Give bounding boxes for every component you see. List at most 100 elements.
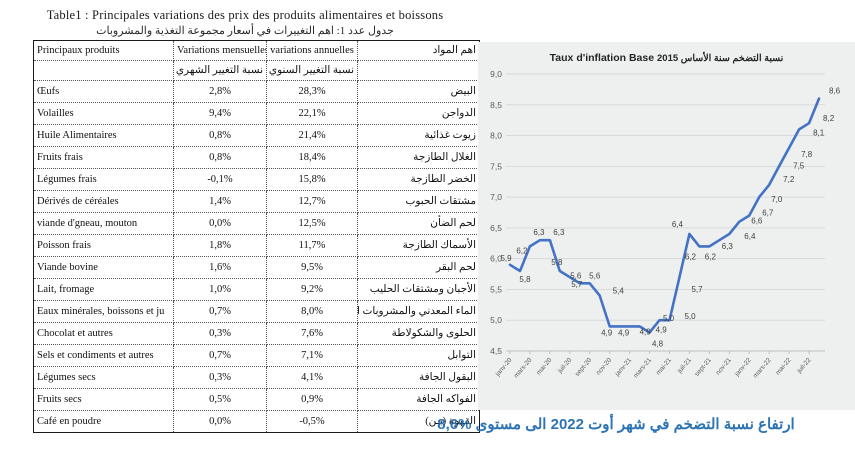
x-axis-tick-label: mars-20 — [513, 356, 534, 379]
monthly-variation-cell: -0,1% — [173, 168, 267, 191]
annual-variation-cell: -0,5% — [266, 410, 358, 433]
product-ar-cell: الغلال الطازجة — [357, 146, 480, 169]
inflation-series-line — [508, 97, 821, 334]
table-title-arabic: جدول عدد 1: اهم التغييرات في أسعار مجموع… — [96, 25, 394, 37]
chart-title-french: Taux d'inflation Base — [549, 52, 655, 64]
monthly-variation-cell: 0,0% — [173, 212, 267, 235]
data-point-label: 5,0 — [663, 314, 675, 323]
chart-title: Taux d'inflation Base نسبة التضخم سنة ال… — [478, 52, 855, 64]
monthly-variation-cell: 1,0% — [173, 278, 267, 301]
product-ar-cell: لحم الضأن — [357, 212, 480, 235]
y-axis-tick-label: 8,0 — [490, 131, 502, 141]
subheader-monthly-arabic: نسبة التغيير الشهري — [173, 60, 267, 81]
table-row: Fruits frais 0,8% 18,4% الغلال الطازجة — [33, 146, 480, 169]
header-annual-variations: variations annuelles — [266, 40, 358, 61]
monthly-variation-cell: 9,4% — [173, 102, 267, 125]
data-point-label: 5,8 — [519, 275, 531, 284]
data-point-label: 7,5 — [793, 161, 805, 170]
y-axis-tick-label: 6,5 — [490, 223, 502, 233]
annual-variation-cell: 9,5% — [266, 256, 358, 279]
annual-variation-cell: 12,5% — [266, 212, 358, 235]
product-ar-cell: زيوت غذائية — [357, 124, 480, 147]
x-axis-tick-label: janv-21 — [613, 356, 633, 378]
data-point-label: 6,2 — [516, 246, 528, 255]
monthly-variation-cell: 1,6% — [173, 256, 267, 279]
annual-variation-cell: 7,6% — [266, 322, 358, 345]
table-section: Table1 : Principales variations des prix… — [33, 8, 480, 433]
annual-variation-cell: 8,0% — [266, 300, 358, 323]
table-row: Poisson frais 1,8% 11,7% الأسماك الطازجة — [33, 234, 480, 257]
product-ar-cell: الأسماك الطازجة — [357, 234, 480, 257]
data-point-label: 7,8 — [801, 150, 813, 159]
data-point-label: 8,6 — [829, 87, 841, 96]
price-variations-table: Principaux produits Variations mensuelle… — [33, 40, 480, 433]
table-row: Volailles 9,4% 22,1% الدواجن — [33, 102, 480, 125]
x-axis-tick-label: mars-21 — [632, 356, 653, 379]
data-point-label: 6,3 — [553, 228, 565, 237]
annual-variation-cell: 9,2% — [266, 278, 358, 301]
product-ar-cell: التوابل — [357, 344, 480, 367]
subheader-empty-left — [33, 60, 174, 81]
subheader-empty-right — [357, 60, 480, 81]
annual-variation-cell: 12,7% — [266, 190, 358, 213]
data-point-label: 5,8 — [551, 258, 563, 267]
table-row: Eaux minérales, boissons et ju 0,7% 8,0% ال… — [33, 300, 480, 323]
x-axis-tick-label: nov-20 — [595, 356, 613, 376]
header-products-arabic: اهم المواد — [357, 40, 480, 61]
y-axis-tick-label: 8,5 — [490, 100, 502, 110]
annual-variation-cell: 28,3% — [266, 80, 358, 103]
data-point-label: 8,1 — [813, 128, 825, 137]
y-axis-tick-label: 7,0 — [490, 192, 502, 202]
product-cell: Œufs — [33, 80, 174, 103]
table-header-row: Principaux produits Variations mensuelle… — [33, 40, 480, 61]
product-ar-cell: الخضر الطازجة — [357, 168, 480, 191]
x-axis-tick-label: sept-21 — [694, 356, 714, 377]
product-ar-cell: الدواجن — [357, 102, 480, 125]
table-row: Huile Alimentaires 0,8% 21,4% زيوت غذائية — [33, 124, 480, 147]
product-cell: viande d'gneau, mouton — [33, 212, 174, 235]
table-row: Dérivés de céréales 1,4% 12,7% مشتقات الحبو… — [33, 190, 480, 213]
product-ar-cell: الحلوى والشكولاطة — [357, 322, 480, 345]
annual-variation-cell: 21,4% — [266, 124, 358, 147]
y-axis-tick-label: 5,0 — [490, 315, 502, 325]
data-point-label: 5,6 — [589, 271, 601, 280]
annual-variation-cell: 18,4% — [266, 146, 358, 169]
product-cell: Légumes secs — [33, 366, 174, 389]
table-row: Sels et condiments et autres 0,7% 7,1% التو… — [33, 344, 480, 367]
x-axis-tick-label: mars-22 — [752, 356, 773, 379]
data-point-label: 6,3 — [722, 242, 734, 251]
table-row: Œufs 2,8% 28,3% البيض — [33, 80, 480, 103]
annual-variation-cell: 0,9% — [266, 388, 358, 411]
product-ar-cell: مشتقات الحبوب — [357, 190, 480, 213]
monthly-variation-cell: 0,3% — [173, 322, 267, 345]
product-cell: Café en poudre — [33, 410, 174, 433]
header-monthly-variations: Variations mensuelles — [173, 40, 267, 61]
monthly-variation-cell: 0,5% — [173, 388, 267, 411]
product-cell: Lait, fromage — [33, 278, 174, 301]
product-ar-cell: البقول الجافة — [357, 366, 480, 389]
chart-title-arabic: نسبة التضخم سنة الأساس 2015 — [657, 53, 784, 64]
data-point-label: 8,2 — [823, 114, 835, 123]
monthly-variation-cell: 0,8% — [173, 146, 267, 169]
product-cell: Fruits frais — [33, 146, 174, 169]
data-point-label: 4,9 — [640, 327, 652, 336]
product-ar-cell: الأجبان ومشتقات الحليب — [357, 278, 480, 301]
table-row: Lait, fromage 1,0% 9,2% الأجبان ومشتقات الح… — [33, 278, 480, 301]
product-cell: Volailles — [33, 102, 174, 125]
x-axis-tick-label: janv-20 — [494, 356, 514, 378]
product-ar-cell: الفواكه الجافة — [357, 388, 480, 411]
header-products: Principaux produits — [33, 40, 174, 61]
table-row: Chocolat et autres 0,3% 7,6% الحلوى والشكول… — [33, 322, 480, 345]
table-title-french: Table1 : Principales variations des prix… — [46, 8, 444, 22]
table-row: viande d'gneau, mouton 0,0% 12,5% لحم الضأن — [33, 212, 480, 235]
annual-variation-cell: 7,1% — [266, 344, 358, 367]
table-row: Café en poudre 0,0% -0,5% القهوة (بـن) — [33, 410, 480, 433]
x-axis-tick-label: mai-20 — [535, 356, 553, 376]
data-point-label: 5,7 — [691, 285, 703, 294]
table-row: Légumes secs 0,3% 4,1% البقول الجافة — [33, 366, 480, 389]
product-ar-cell: الماء المعدني والمشروبات الغازية — [357, 300, 480, 323]
data-point-label: 7,0 — [771, 195, 783, 204]
y-axis-tick-label: 5,5 — [490, 284, 502, 294]
product-cell: Viande bovine — [33, 256, 174, 279]
